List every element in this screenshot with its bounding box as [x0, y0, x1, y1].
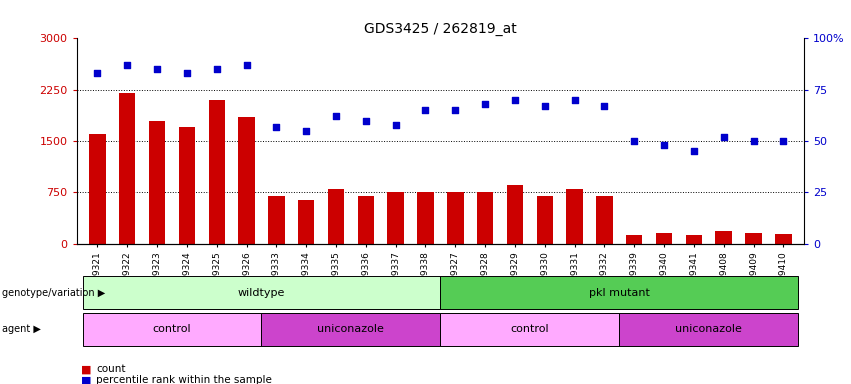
Bar: [83, 313, 261, 346]
Point: [597, 103, 611, 109]
Point: [687, 148, 700, 154]
Bar: [567, 189, 583, 244]
Point: [300, 128, 313, 134]
Bar: [261, 313, 440, 346]
Text: ■: ■: [81, 375, 91, 384]
Bar: [447, 192, 464, 244]
Bar: [417, 192, 434, 244]
Point: [270, 124, 283, 130]
Text: control: control: [152, 324, 191, 334]
Point: [657, 142, 671, 148]
Bar: [238, 117, 254, 244]
Bar: [506, 185, 523, 244]
Text: agent ▶: agent ▶: [2, 324, 41, 334]
Point: [151, 66, 164, 72]
Point: [91, 70, 105, 76]
Text: wildtype: wildtype: [237, 288, 285, 298]
Point: [627, 138, 641, 144]
Bar: [298, 200, 314, 244]
Text: genotype/variation ▶: genotype/variation ▶: [2, 288, 105, 298]
Bar: [387, 192, 404, 244]
Bar: [716, 231, 732, 244]
Point: [746, 138, 760, 144]
Point: [329, 113, 343, 119]
Point: [776, 138, 790, 144]
Point: [568, 97, 581, 103]
Point: [210, 66, 224, 72]
Bar: [477, 192, 494, 244]
Bar: [775, 234, 791, 244]
Point: [717, 134, 730, 140]
Bar: [626, 235, 643, 244]
Point: [538, 103, 551, 109]
Bar: [149, 121, 165, 244]
Text: control: control: [511, 324, 549, 334]
Bar: [745, 233, 762, 244]
Bar: [686, 235, 702, 244]
Bar: [656, 233, 672, 244]
Point: [240, 62, 254, 68]
Text: ■: ■: [81, 364, 91, 374]
Bar: [83, 276, 441, 309]
Bar: [597, 196, 613, 244]
Bar: [179, 127, 195, 244]
Point: [419, 107, 432, 113]
Point: [448, 107, 462, 113]
Bar: [268, 196, 284, 244]
Point: [508, 97, 522, 103]
Text: pkl mutant: pkl mutant: [589, 288, 650, 298]
Bar: [208, 100, 225, 244]
Text: percentile rank within the sample: percentile rank within the sample: [96, 375, 272, 384]
Bar: [537, 196, 553, 244]
Point: [389, 122, 403, 128]
Bar: [357, 196, 374, 244]
Title: GDS3425 / 262819_at: GDS3425 / 262819_at: [364, 22, 517, 36]
Text: uniconazole: uniconazole: [676, 324, 742, 334]
Point: [180, 70, 194, 76]
Bar: [89, 134, 106, 244]
Bar: [620, 313, 798, 346]
Bar: [440, 276, 798, 309]
Point: [478, 101, 492, 107]
Text: count: count: [96, 364, 126, 374]
Bar: [119, 93, 135, 244]
Point: [121, 62, 134, 68]
Point: [359, 118, 373, 124]
Bar: [440, 313, 620, 346]
Text: uniconazole: uniconazole: [317, 324, 385, 334]
Bar: [328, 189, 344, 244]
